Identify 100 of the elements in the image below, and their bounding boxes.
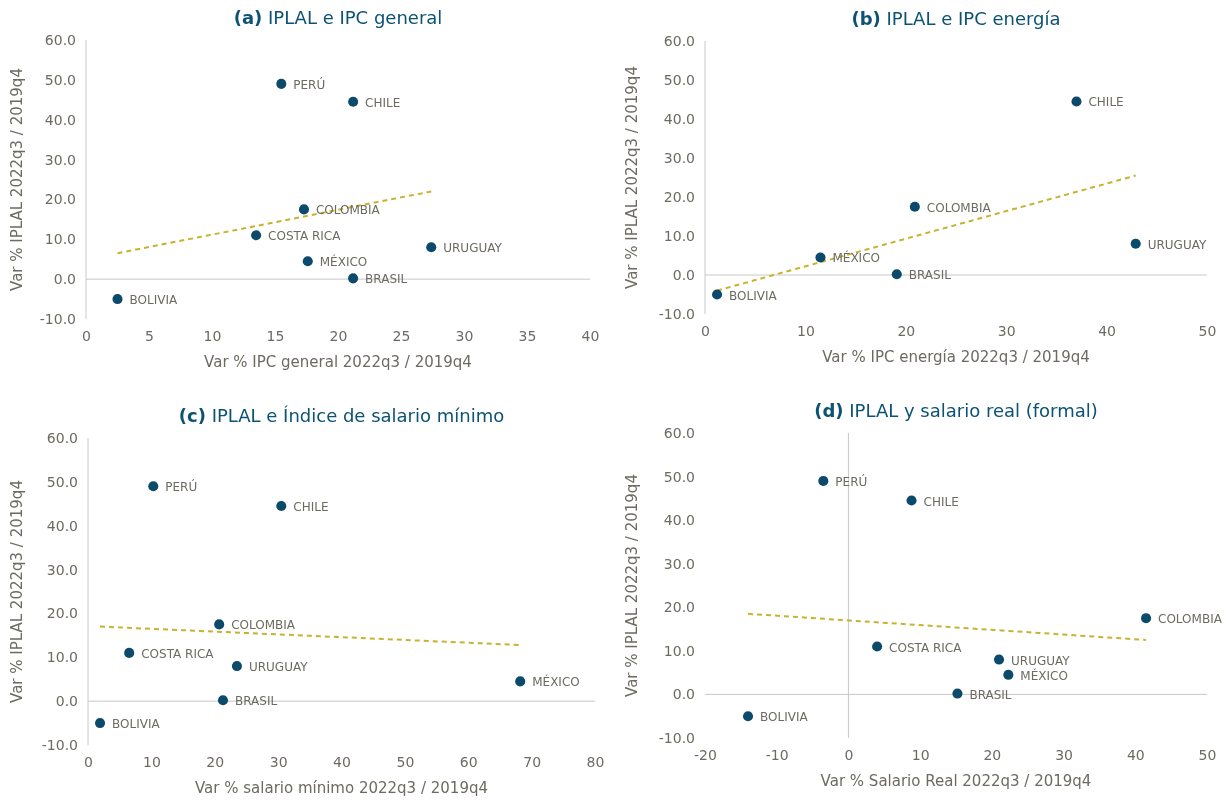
- y-tick-label: 40.0: [46, 517, 78, 534]
- annotation: MÉXICO: [532, 674, 580, 690]
- x-tick-label: 0: [701, 322, 710, 339]
- annotation: URUGUAY: [443, 241, 503, 256]
- point: [348, 96, 359, 107]
- x-axis-title: Var % salario mínimo 2022q3 / 2019q4: [195, 779, 488, 797]
- point: [112, 294, 123, 305]
- annotation: BRASIL: [969, 687, 1012, 702]
- point: [906, 495, 917, 506]
- y-tick-label: 40.0: [663, 512, 695, 529]
- x-tick-label: 0: [84, 753, 93, 770]
- annotation: PERÚ: [165, 479, 198, 495]
- y-tick-label: 40.0: [663, 110, 695, 127]
- point: [1130, 238, 1141, 249]
- y-tick-label: 20.0: [44, 191, 76, 208]
- point: [148, 481, 159, 492]
- annotation: BRASIL: [234, 694, 278, 709]
- x-tick-label: 30: [269, 753, 288, 770]
- point: [302, 256, 313, 267]
- y-tick-label: -10.0: [658, 305, 695, 322]
- x-tick-label: 50: [1198, 322, 1217, 339]
- y-tick-label: 0.0: [672, 686, 695, 703]
- point: [993, 654, 1005, 665]
- y-tick-label: 0.0: [53, 271, 76, 288]
- annotation: COSTA RICA: [889, 640, 963, 655]
- x-tick-label: 10: [142, 753, 161, 770]
- point: [214, 619, 225, 630]
- y-tick-label: 0.0: [672, 266, 695, 283]
- y-tick-label: -10.0: [658, 729, 695, 746]
- annotation: CHILE: [365, 95, 401, 110]
- x-tick-label: 10: [911, 746, 930, 763]
- annotation: URUGUAY: [1011, 653, 1071, 668]
- annotation: CHILE: [923, 494, 959, 509]
- y-tick-label: 20.0: [663, 599, 695, 616]
- y-tick-label: 50.0: [44, 71, 76, 88]
- x-tick-label: 70: [523, 753, 542, 770]
- y-tick-label: 30.0: [663, 555, 695, 572]
- annotation: MÉXICO: [1020, 667, 1068, 683]
- x-tick-label: 20: [897, 322, 916, 339]
- point: [95, 718, 106, 729]
- x-tick-label: 5: [145, 327, 154, 344]
- annotation: URUGUAY: [248, 660, 309, 675]
- point: [909, 201, 920, 212]
- x-axis-title: Var % IPC general 2022q3 / 2019q4: [204, 353, 472, 371]
- point: [952, 688, 963, 699]
- point: [872, 641, 883, 652]
- y-tick-label: 50.0: [46, 473, 78, 490]
- x-tick-label: 20: [329, 327, 348, 344]
- point: [1071, 96, 1082, 107]
- point: [515, 676, 526, 687]
- point: [231, 661, 242, 672]
- annotation: BRASIL: [908, 268, 952, 283]
- x-tick-label: 40: [581, 327, 600, 344]
- annotation: COSTA RICA: [268, 229, 342, 244]
- annotation: BOLIVIA: [129, 293, 178, 308]
- annotation: COSTA RICA: [141, 646, 215, 661]
- x-tick-label: 50: [1198, 746, 1217, 763]
- y-tick-label: 60.0: [46, 429, 78, 446]
- x-tick-label: 10: [203, 327, 222, 344]
- annotation: CHILE: [1088, 95, 1124, 110]
- x-tick-label: 40: [333, 753, 351, 770]
- x-tick-label: 30: [455, 327, 474, 344]
- point: [818, 475, 829, 486]
- y-tick-label: 60.0: [663, 424, 695, 441]
- y-tick-label: 20.0: [46, 605, 78, 622]
- y-tick-label: 60.0: [663, 32, 695, 49]
- y-tick-label: 20.0: [663, 188, 695, 205]
- annotation: COLOMBIA: [231, 618, 296, 633]
- x-axis-title: Var % Salario Real 2022q3 / 2019q4: [820, 772, 1092, 790]
- y-tick-label: 10.0: [46, 649, 78, 666]
- point: [276, 500, 287, 512]
- point: [298, 204, 310, 215]
- x-tick-label: 0: [844, 746, 854, 763]
- point: [251, 230, 262, 241]
- x-axis-title: Var % IPC energía 2022q3 / 2019q4: [822, 348, 1090, 366]
- point: [1141, 613, 1152, 624]
- x-tick-label: -10: [765, 746, 789, 763]
- chart-title: (d) IPLAL y salario real (formal): [814, 400, 1098, 421]
- x-tick-label: 15: [266, 327, 285, 344]
- y-tick-label: 10.0: [44, 231, 76, 248]
- x-tick-label: 50: [396, 753, 415, 770]
- x-tick-label: 30: [1055, 746, 1073, 763]
- point: [276, 78, 287, 89]
- annotation: BOLIVIA: [729, 288, 778, 303]
- y-axis-title: Var % IPLAL 2022q3 / 2019q4: [8, 68, 26, 291]
- x-tick-label: -20: [694, 746, 717, 763]
- y-tick-label: 30.0: [44, 151, 76, 168]
- y-tick-label: 50.0: [663, 71, 695, 88]
- y-tick-label: 60.0: [44, 31, 76, 48]
- x-tick-label: 10: [796, 322, 815, 339]
- annotation: MÉXICO: [832, 250, 880, 266]
- x-tick-label: 80: [586, 753, 605, 770]
- annotation: PERÚ: [835, 473, 868, 489]
- y-axis-title: Var % IPLAL 2022q3 / 2019q4: [8, 480, 26, 703]
- y-tick-label: -10.0: [41, 736, 78, 753]
- point: [348, 273, 359, 284]
- point: [1003, 669, 1014, 680]
- annotation: COLOMBIA: [926, 200, 992, 215]
- x-tick-label: 20: [983, 746, 1002, 763]
- annotation: COLOMBIA: [1158, 612, 1223, 627]
